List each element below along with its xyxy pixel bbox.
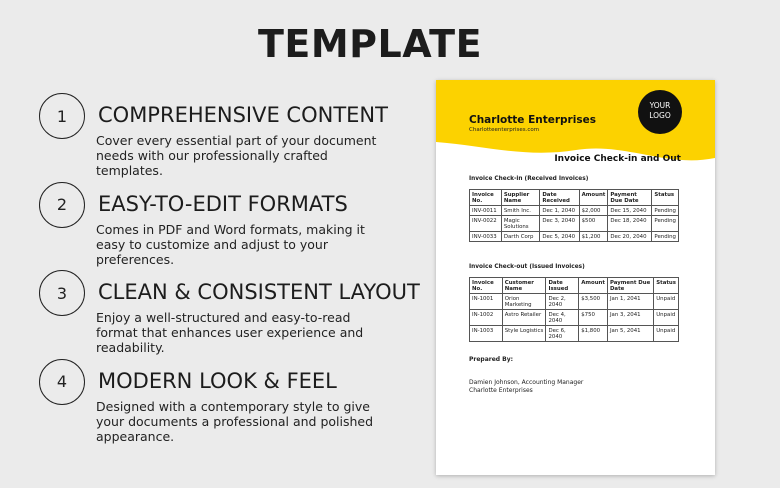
table-cell: Pending [651, 215, 679, 232]
feature-text: Designed with a contemporary style to gi… [96, 398, 374, 444]
logo-text: YOUR [649, 101, 671, 110]
header-row: Invoice No. Customer Name Date Issued Amoun… [469, 277, 679, 294]
table-cell: $750 [578, 309, 608, 326]
feature-text: Enjoy a well-structured and easy-to-read… [96, 310, 364, 355]
table-row: INV-0011 Smith Inc. Dec 1, 2040 $2,000 Dec 1… [469, 205, 679, 216]
column-header: Invoice No. [469, 277, 503, 294]
document-title: Invoice Check-in and Out [554, 154, 681, 164]
table-cell: Style Logistics [501, 325, 547, 342]
invoice-table: Invoice No. Customer Name Date Issued Amoun… [469, 277, 679, 342]
number-circle: 1 [39, 93, 85, 139]
table-row: IN-1003 Style Logistics Dec 6, 2040 $1,800 J… [469, 325, 679, 342]
table-cell: Jan 1, 2041 [606, 293, 655, 310]
table-cell: INV-0022 [469, 215, 502, 232]
company-website: Charlotteenterprises.com [469, 127, 540, 133]
table-cell: Dec 3, 2040 [539, 215, 580, 232]
column-header: Status [651, 189, 679, 206]
table-cell: Smith Inc. [500, 205, 541, 216]
table-cell: $1,800 [578, 325, 608, 342]
section-label: Invoice Check-in (Received Invoices) [469, 176, 589, 182]
table-cell: $3,500 [578, 293, 608, 310]
feature-heading: MODERN LOOK & FEEL [98, 368, 337, 393]
prepared-label: Prepared By: [469, 356, 514, 363]
section-label: Invoice Check-out (Issued Invoices) [469, 264, 585, 270]
column-header: Invoice No. [469, 189, 502, 206]
table-cell: INV-0033 [469, 231, 502, 242]
table-cell: $2,000 [578, 205, 609, 216]
column-header: Payment Due Date [607, 189, 653, 206]
feature-heading: CLEAN & CONSISTENT LAYOUT [98, 280, 420, 304]
table-cell: Dec 1, 2040 [539, 205, 580, 216]
table-cell: IN-1003 [469, 325, 503, 342]
table-cell: Dec 15, 2040 [607, 205, 653, 216]
table-cell: Jan 5, 2041 [606, 325, 655, 342]
feature-text: Comes in PDF and Word formats, making it… [96, 221, 365, 267]
header-band: YOUR LOGO [436, 80, 715, 161]
table-cell: IN-1002 [469, 309, 503, 326]
table-cell: Pending [651, 205, 679, 216]
header-row: Invoice No. Supplier Name Date Received Amo… [469, 189, 679, 206]
number-circle: 2 [39, 181, 85, 228]
table-cell: IN-1001 [469, 293, 503, 310]
table-row: INV-0022 Magic Solutions Dec 3, 2040 $500 De… [469, 215, 679, 232]
table-cell: $500 [578, 215, 609, 232]
number-circle: 3 [39, 270, 85, 316]
table-cell: Darth Corp [500, 231, 541, 242]
table-cell: Astro Retailer [501, 309, 547, 326]
invoice-table: Invoice No. Supplier Name Date Received Amo… [469, 189, 679, 242]
number-circle: 4 [39, 358, 85, 405]
column-header: Status [653, 277, 679, 294]
table-cell: Dec 18, 2040 [607, 215, 653, 232]
table-cell: Pending [651, 231, 679, 242]
logo-text: LOGO [649, 111, 671, 120]
signer: Charlotte Enterprises [469, 387, 533, 394]
signer: Damien Johnson, Accounting Manager [469, 379, 584, 386]
table-cell: Unpaid [653, 293, 679, 310]
table-cell: Unpaid [653, 309, 679, 326]
column-header: Payment Due Date [606, 277, 655, 294]
feature-text: Cover every essential part of your docum… [96, 133, 377, 178]
table-cell: Dec 2, 2040 [545, 293, 580, 310]
column-header: Amount [578, 189, 609, 206]
column-header: Supplier Name [500, 189, 541, 206]
table-row: IN-1001 Orion Marketing Dec 2, 2040 $3,500 J… [469, 293, 679, 310]
column-header: Amount [578, 277, 608, 294]
table-cell: Jan 3, 2041 [606, 309, 655, 326]
table-cell: INV-0011 [469, 205, 502, 216]
table-cell: Orion Marketing [501, 293, 547, 310]
table-cell: Dec 6, 2040 [545, 325, 580, 342]
table-cell: $1,200 [578, 231, 609, 242]
document-preview: YOUR LOGO Charlotte Enterprises Charlott… [436, 80, 715, 475]
table-cell: Dec 5, 2040 [539, 231, 580, 242]
table-row: IN-1002 Astro Retailer Dec 4, 2040 $750 Jan … [469, 309, 679, 326]
column-header: Date Received [539, 189, 580, 206]
table-cell: Magic Solutions [500, 215, 541, 232]
feature-heading: EASY-TO-EDIT FORMATS [98, 191, 348, 216]
feature-heading: COMPREHENSIVE CONTENT [98, 103, 388, 127]
column-header: Date Issued [545, 277, 580, 294]
company-name: Charlotte Enterprises [469, 114, 596, 126]
table-cell: Dec 20, 2040 [607, 231, 653, 242]
table-cell: Unpaid [653, 325, 679, 342]
table-cell: Dec 4, 2040 [545, 309, 580, 326]
page-title: TEMPLATE [257, 22, 483, 66]
column-header: Customer Name [501, 277, 547, 294]
table-row: INV-0033 Darth Corp Dec 5, 2040 $1,200 Dec 2… [469, 231, 679, 242]
